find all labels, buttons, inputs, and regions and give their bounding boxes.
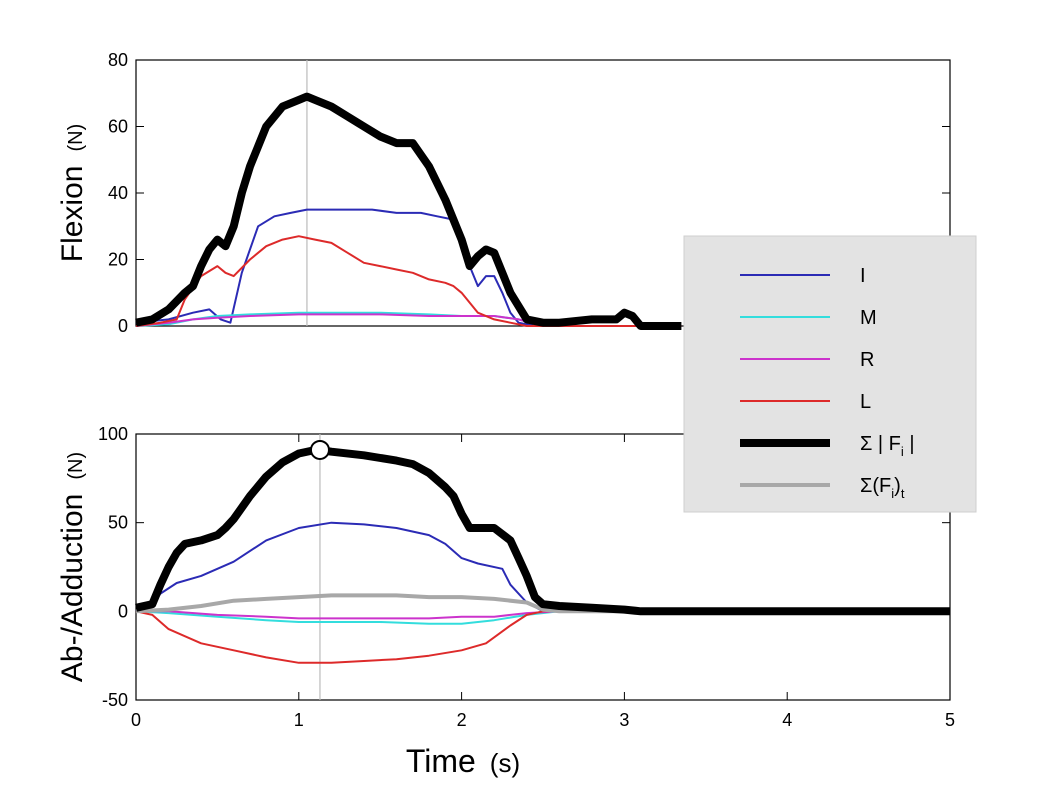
legend-label: Σ(Fi)t xyxy=(860,475,905,501)
y-tick-label: 60 xyxy=(108,117,128,137)
x-tick-label: 2 xyxy=(457,710,467,730)
y-tick-label: 0 xyxy=(118,601,128,621)
x-tick-label: 0 xyxy=(131,710,141,730)
y-tick-label: 40 xyxy=(108,183,128,203)
y-tick-label: 50 xyxy=(108,513,128,533)
series-line-r xyxy=(136,610,950,620)
axes-frame xyxy=(135,433,951,701)
series-line-sum-abs-fi xyxy=(135,92,682,330)
series-line-sum-fi-t xyxy=(135,593,950,614)
y-tick-label: -50 xyxy=(102,690,128,710)
series-line-sum-abs-fi xyxy=(135,446,950,616)
x-tick-label: 5 xyxy=(945,710,955,730)
series-line-i xyxy=(135,521,950,613)
x-tick-label: 1 xyxy=(294,710,304,730)
y-tick-label: 0 xyxy=(118,316,128,336)
legend-box xyxy=(683,235,977,513)
series-line-l xyxy=(135,610,950,664)
series-line-r xyxy=(135,313,682,327)
series-line-l xyxy=(135,235,682,327)
x-axis-label: Time (s) xyxy=(406,743,520,779)
flexion-panel: 0 20 40 60 80 Flexion(N) xyxy=(56,50,951,336)
y-tick-label: 20 xyxy=(108,250,128,270)
y-tick-label: 100 xyxy=(98,424,128,444)
series-line-i xyxy=(135,208,682,327)
y-tick-label: 80 xyxy=(108,50,128,70)
legend-label: Σ | Fi | xyxy=(860,433,915,459)
peak-marker xyxy=(309,439,330,460)
y-axis-label: Ab-/Adduction(N) xyxy=(56,452,89,682)
y-axis-label: Flexion(N) xyxy=(56,124,89,262)
legend-label: I xyxy=(860,265,866,287)
legend-label: M xyxy=(860,307,877,329)
x-tick-label: 3 xyxy=(619,710,629,730)
legend-label: L xyxy=(860,391,871,413)
x-tick-label: 4 xyxy=(782,710,792,730)
legend-label: R xyxy=(860,349,874,371)
